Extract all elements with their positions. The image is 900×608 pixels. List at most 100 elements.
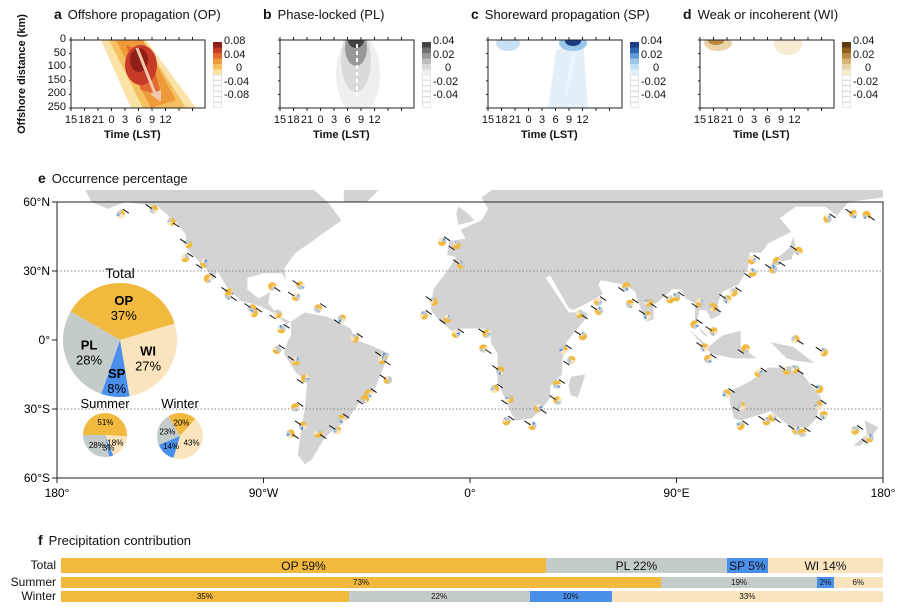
contour: [496, 40, 520, 51]
pie-slice-op: [748, 271, 757, 277]
colorbar-label: 0: [864, 62, 872, 74]
coast-segment: [815, 415, 823, 421]
site-pie: [419, 311, 428, 320]
pie-slice-op: [695, 302, 702, 307]
x-tick-label: 12: [576, 114, 589, 126]
panel-letter: c: [471, 6, 479, 22]
pie-value: 20%: [173, 419, 189, 428]
pie-slice-wi: [754, 368, 762, 373]
pie-slice-op: [150, 205, 158, 211]
pie-slice-pl: [567, 357, 572, 364]
pie-slice-sp: [796, 426, 800, 431]
pie-slice-sp: [724, 299, 728, 304]
coast-segment: [195, 263, 203, 269]
pie-slice-wi: [528, 421, 534, 427]
propagation-arrow: [564, 53, 576, 96]
pie-slice-pl: [296, 285, 304, 290]
pie-slice-sp: [275, 345, 277, 350]
coast-segment: [728, 388, 735, 394]
panel-f-title: f Precipitation contribution: [38, 532, 191, 548]
pie-slice-op: [120, 210, 126, 215]
panel-e-title: e Occurrence percentage: [38, 170, 188, 186]
coast-segment: [631, 298, 639, 304]
pie-slice-sp: [559, 348, 564, 352]
panel-title-text: Shoreward propagation (SP): [484, 7, 650, 22]
colorbar: [213, 42, 222, 108]
site-pie: [575, 309, 584, 319]
site-pie: [708, 302, 717, 312]
pie-slice-op: [364, 389, 372, 397]
pie-slice-sp: [300, 285, 305, 289]
site-pie: [378, 355, 387, 365]
pie-slice-sp: [153, 209, 154, 214]
coast-segment: [732, 406, 740, 412]
panel-title-text: Occurrence percentage: [51, 171, 188, 186]
pie-slice-pl: [582, 331, 587, 337]
pie-slice-wi: [626, 286, 631, 291]
site-pie: [505, 394, 514, 404]
pie-slice-wi: [853, 211, 858, 218]
pie-slice-wi: [824, 214, 830, 219]
x-tick-label: 3: [538, 114, 546, 126]
pie-slice-wi: [569, 360, 576, 365]
pie-slice-wi: [645, 314, 652, 320]
x-tick-label: 15: [693, 114, 707, 126]
pie-slice-pl: [850, 214, 855, 219]
pie-slice-sp: [792, 365, 796, 370]
coast-segment: [501, 399, 508, 405]
pie-slice-sp: [447, 314, 450, 319]
pie-slice-wi: [556, 383, 561, 387]
pie-slice-wi: [578, 331, 583, 337]
pie-slice-wi: [383, 375, 390, 380]
colorbar: [630, 42, 639, 108]
site-pie: [642, 311, 652, 320]
pie-slice-sp: [296, 357, 299, 362]
pie-slice-op: [70, 283, 175, 340]
pie-slice-op: [726, 295, 732, 300]
site-pie: [333, 426, 342, 435]
y-tick-label: 250: [47, 101, 66, 113]
pie-slice-sp: [538, 405, 543, 409]
site-pie: [482, 329, 491, 338]
pie-slice-pl: [559, 345, 564, 350]
coast-segment: [356, 399, 364, 405]
pie-slice-op: [622, 282, 631, 289]
pie-slice-pl: [484, 333, 491, 338]
bar-segment-label: PL 22%: [615, 558, 658, 573]
pie-slice-sp: [821, 348, 824, 353]
site-pie: [704, 354, 713, 364]
pie-slice-pl: [496, 368, 501, 375]
panel-letter: b: [263, 6, 272, 22]
coast-segment: [856, 424, 864, 430]
pie-slice-sp: [730, 289, 734, 293]
pie-slice-pl: [251, 308, 256, 314]
pie-slice-wi: [486, 330, 491, 334]
pie-slice-pl: [291, 407, 298, 412]
coast-segment: [758, 415, 765, 421]
pie-slice-wi: [823, 414, 828, 420]
pie-slice-pl: [275, 309, 282, 314]
x-tick-label: 21: [91, 114, 105, 126]
pie-slice-pl: [700, 345, 705, 352]
x-tick-label: 6: [764, 114, 771, 126]
pie-slice-pl: [63, 311, 120, 394]
pie-slice-wi: [708, 356, 713, 362]
pie-value: 37%: [111, 308, 137, 323]
pie-value: 28%: [89, 441, 105, 450]
pie-slice-op: [819, 411, 828, 416]
coast-segment: [496, 383, 504, 389]
pie-slice-pl: [622, 286, 627, 291]
pie-slice-op: [337, 426, 342, 431]
pie-slice-op: [690, 320, 698, 329]
pie-slice-pl: [207, 278, 211, 283]
coast-segment: [122, 208, 130, 214]
pie-slice-pl: [298, 424, 303, 429]
pie-slice-op: [528, 425, 536, 430]
pie-value: 51%: [97, 418, 113, 427]
pie-slice-pl: [296, 295, 301, 301]
pie-slice-wi: [798, 251, 802, 256]
panel-a-title: a Offshore propagation (OP): [54, 6, 221, 22]
pie-slice-wi: [341, 417, 346, 423]
pie-slice-wi: [502, 417, 507, 423]
pie-slice-pl: [83, 435, 110, 457]
